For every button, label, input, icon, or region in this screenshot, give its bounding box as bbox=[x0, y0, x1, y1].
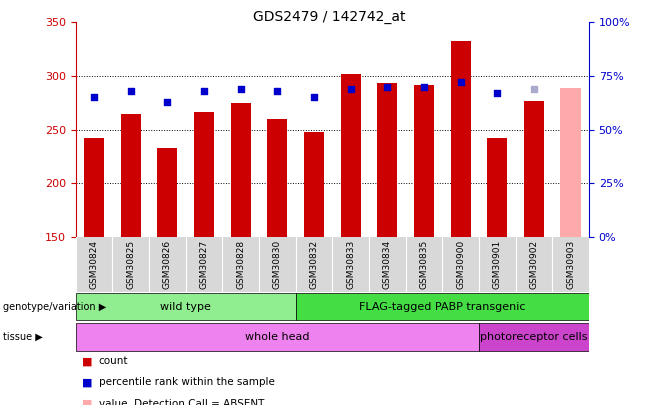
Point bbox=[89, 94, 99, 100]
Text: GSM30832: GSM30832 bbox=[309, 240, 318, 289]
Bar bbox=[76, 324, 479, 351]
Bar bbox=[157, 148, 178, 237]
Bar bbox=[120, 113, 141, 237]
Text: GSM30824: GSM30824 bbox=[89, 240, 99, 289]
Point bbox=[382, 83, 393, 90]
Bar bbox=[561, 88, 580, 237]
Text: tissue ▶: tissue ▶ bbox=[3, 332, 43, 342]
Text: ■: ■ bbox=[82, 377, 93, 388]
Point bbox=[199, 88, 209, 94]
Bar bbox=[230, 103, 251, 237]
Point bbox=[236, 85, 246, 92]
Bar bbox=[194, 113, 214, 237]
Text: GSM30825: GSM30825 bbox=[126, 240, 135, 289]
Text: GSM30902: GSM30902 bbox=[530, 240, 538, 289]
Text: count: count bbox=[99, 356, 128, 367]
Bar bbox=[267, 119, 288, 237]
Text: GSM30901: GSM30901 bbox=[493, 240, 502, 289]
Bar bbox=[295, 293, 589, 320]
Point bbox=[418, 83, 429, 90]
Point bbox=[162, 98, 172, 105]
Point bbox=[492, 90, 503, 96]
Text: ■: ■ bbox=[82, 399, 93, 405]
Bar bbox=[414, 85, 434, 237]
Point bbox=[272, 88, 282, 94]
Text: percentile rank within the sample: percentile rank within the sample bbox=[99, 377, 274, 388]
Point bbox=[126, 88, 136, 94]
Point bbox=[455, 79, 466, 85]
Text: value, Detection Call = ABSENT: value, Detection Call = ABSENT bbox=[99, 399, 264, 405]
Bar bbox=[84, 138, 104, 237]
Bar bbox=[304, 132, 324, 237]
Text: GSM30903: GSM30903 bbox=[566, 240, 575, 289]
Bar bbox=[76, 293, 295, 320]
Text: GSM30826: GSM30826 bbox=[163, 240, 172, 289]
Bar bbox=[377, 83, 397, 237]
Bar bbox=[487, 138, 507, 237]
Text: GSM30835: GSM30835 bbox=[419, 240, 428, 289]
Point bbox=[309, 94, 319, 100]
Point bbox=[345, 85, 356, 92]
Text: photoreceptor cells: photoreceptor cells bbox=[480, 332, 588, 342]
Text: wild type: wild type bbox=[160, 302, 211, 312]
Text: GSM30900: GSM30900 bbox=[456, 240, 465, 289]
Text: genotype/variation ▶: genotype/variation ▶ bbox=[3, 302, 107, 312]
Text: GSM30828: GSM30828 bbox=[236, 240, 245, 289]
Bar bbox=[451, 40, 470, 237]
Bar bbox=[341, 74, 361, 237]
Bar bbox=[524, 100, 544, 237]
Text: GDS2479 / 142742_at: GDS2479 / 142742_at bbox=[253, 10, 405, 24]
Text: ■: ■ bbox=[82, 356, 93, 367]
Point bbox=[528, 85, 539, 92]
Text: GSM30827: GSM30827 bbox=[199, 240, 209, 289]
Bar bbox=[479, 324, 589, 351]
Text: FLAG-tagged PABP transgenic: FLAG-tagged PABP transgenic bbox=[359, 302, 526, 312]
Text: GSM30830: GSM30830 bbox=[273, 240, 282, 289]
Text: GSM30833: GSM30833 bbox=[346, 240, 355, 289]
Text: GSM30834: GSM30834 bbox=[383, 240, 392, 289]
Text: whole head: whole head bbox=[245, 332, 309, 342]
